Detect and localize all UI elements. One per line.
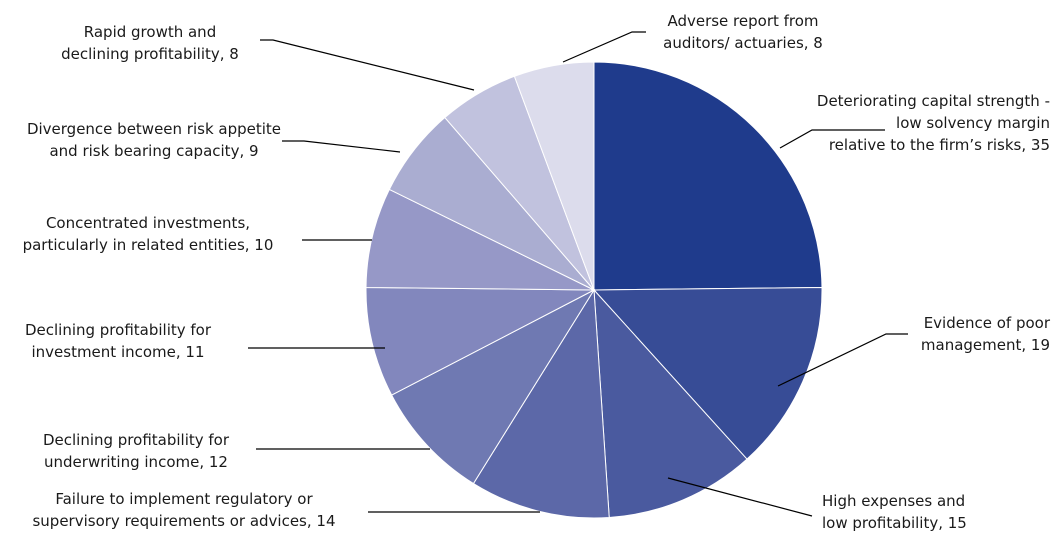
slice-label-evidence-of-poor-management: Evidence of poor management, 19 [921,314,1051,354]
slice-labels: Deteriorating capital strength - low solv… [23,12,1051,532]
slice-label-line: Failure to implement regulatory or [55,490,313,508]
slice-label-line: supervisory requirements or advices, 14 [32,512,335,530]
slice-label-line: investment income, 11 [31,343,204,361]
slice-label-line: relative to the firm’s risks, 35 [829,136,1050,154]
slice-label-line: auditors/ actuaries, 8 [663,34,823,52]
slice-label-line: Divergence between risk appetite [27,120,281,138]
pie-slice-adverse-report-from-auditors-actuaries [513,61,595,291]
leader-lines [248,31,908,517]
slice-label-declining-profitability-for-underwriting: Declining profitability for underwriting … [43,431,230,471]
slice-label-line: low profitability, 15 [822,514,967,532]
slice-label-high-expenses-and-low-profitability: High expenses and low profitability, 15 [822,492,967,532]
pie-slice-evidence-of-poor-management [592,286,823,460]
slice-label-concentrated-investments-particularly-in: Concentrated investments, particularly in… [23,214,274,254]
slice-label-line: Declining profitability for [25,321,212,339]
slice-label-line: High expenses and [822,492,965,510]
slice-label-rapid-growth-and-declining-profitability: Rapid growth and declining profitability,… [61,23,239,63]
slice-label-line: Rapid growth and [84,23,216,41]
slice-label-declining-profitability-for-investment-i: Declining profitability for investment in… [25,321,212,361]
leader-line-adverse-report-from-auditors-actuaries [562,31,646,63]
leader-line-evidence-of-poor-management [777,333,908,387]
slice-label-divergence-between-risk-appetite-and-ris: Divergence between risk appetite and risk… [27,120,281,160]
leader-line-rapid-growth-and-declining-profitability [260,39,475,91]
slice-label-adverse-report-from-auditors-actuaries: Adverse report from auditors/ actuaries, … [663,12,823,52]
pie-slice-concentrated-investments-particularly-in [365,188,595,291]
pie-slice-declining-profitability-for-underwriting [390,288,596,485]
pie-slice-declining-profitability-for-investment-i [365,286,595,396]
pie-slice-deteriorating-capital-strength-low-solve [593,61,823,291]
slice-label-deteriorating-capital-strength-low-solve: Deteriorating capital strength - low solv… [817,92,1050,154]
leader-line-divergence-between-risk-appetite-and-ris [282,140,401,153]
slice-label-line: Deteriorating capital strength - [817,92,1050,110]
slice-label-line: and risk bearing capacity, 9 [49,142,258,160]
slice-label-line: Evidence of poor [924,314,1051,332]
slice-label-line: Declining profitability for [43,431,230,449]
pie-slices [365,61,823,519]
pie-slice-high-expenses-and-low-profitability [593,288,748,519]
leader-line-high-expenses-and-low-profitability [667,477,813,517]
leader-line-deteriorating-capital-strength-low-solve [779,129,885,149]
slice-label-line: management, 19 [921,336,1050,354]
slice-label-line: Adverse report from [667,12,818,30]
slice-label-failure-to-implement-regulatory-or-super: Failure to implement regulatory or superv… [32,490,335,530]
pie-slice-failure-to-implement-regulatory-or-super [472,288,610,519]
slice-label-line: particularly in related entities, 10 [23,236,274,254]
slice-label-line: Concentrated investments, [46,214,250,232]
slice-label-line: underwriting income, 12 [44,453,228,471]
slice-label-line: low solvency margin [896,114,1050,132]
slice-label-line: declining profitability, 8 [61,45,239,63]
